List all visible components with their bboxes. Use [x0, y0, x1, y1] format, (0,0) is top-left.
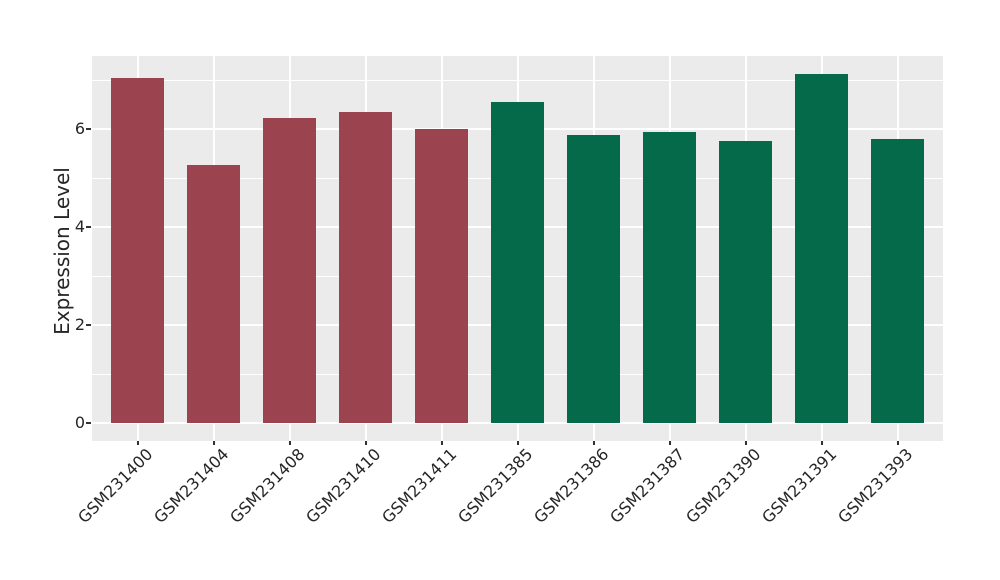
bar-GSM231411 — [415, 128, 469, 424]
bar-GSM231393 — [871, 139, 925, 424]
x-tick-mark — [364, 441, 367, 445]
y-axis-title: Expression Level — [50, 167, 74, 335]
bar-GSM231385 — [491, 101, 545, 424]
plot-panel — [92, 56, 943, 441]
x-tick-mark — [516, 441, 519, 445]
bar-GSM231386 — [567, 134, 621, 424]
x-tick-label: GSM231387 — [606, 444, 689, 527]
x-tick-mark — [212, 441, 215, 445]
y-tick-mark — [86, 324, 91, 327]
y-tick-label: 0 — [74, 413, 85, 433]
x-tick-label: GSM231410 — [302, 444, 385, 527]
y-tick-mark — [86, 422, 91, 425]
y-tick-mark — [86, 226, 91, 229]
x-tick-mark — [136, 441, 139, 445]
bar-GSM231387 — [643, 132, 697, 424]
bar-GSM231408 — [263, 118, 317, 424]
x-tick-label: GSM231385 — [454, 444, 537, 527]
bar-GSM231404 — [187, 165, 241, 424]
x-tick-mark — [592, 441, 595, 445]
x-tick-label: GSM231408 — [226, 444, 309, 527]
x-tick-label: GSM231390 — [682, 444, 765, 527]
x-tick-label: GSM231400 — [74, 444, 157, 527]
x-tick-mark — [896, 441, 899, 445]
x-tick-mark — [744, 441, 747, 445]
x-tick-mark — [288, 441, 291, 445]
x-tick-label: GSM231391 — [758, 444, 841, 527]
bar-GSM231410 — [339, 111, 393, 424]
y-tick-label: 2 — [74, 315, 85, 335]
x-tick-mark — [440, 441, 443, 445]
y-tick-label: 6 — [74, 119, 85, 139]
x-tick-mark — [820, 441, 823, 445]
y-tick-label: 4 — [74, 217, 85, 237]
y-tick-mark — [86, 128, 91, 131]
x-tick-label: GSM231393 — [834, 444, 917, 527]
x-tick-label: GSM231404 — [150, 444, 233, 527]
x-tick-label: GSM231386 — [530, 444, 613, 527]
bar-GSM231400 — [111, 77, 165, 424]
bar-GSM231391 — [795, 74, 849, 424]
x-tick-mark — [668, 441, 671, 445]
x-tick-label: GSM231411 — [378, 444, 461, 527]
bar-GSM231390 — [719, 141, 773, 424]
